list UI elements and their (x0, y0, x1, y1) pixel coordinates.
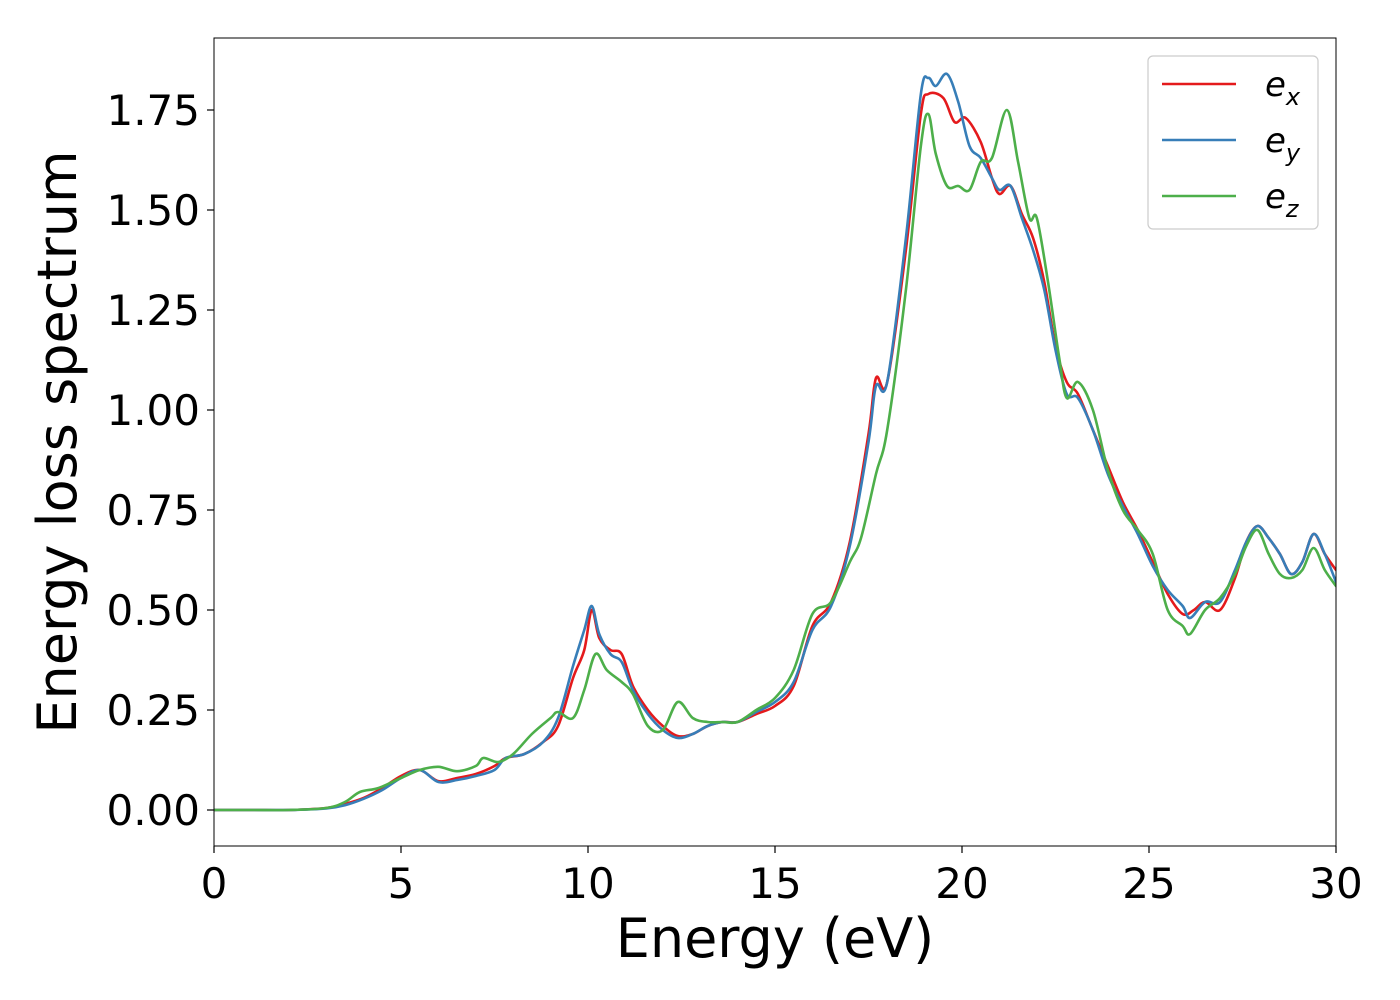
x-tick-label: 10 (561, 859, 614, 908)
legend-label-y: ey (1265, 121, 1301, 167)
x-tick-label: 30 (1309, 859, 1362, 908)
y-tick-label: 1.00 (106, 386, 200, 435)
y-axis-label: Energy loss spectrum (26, 150, 89, 733)
x-tick-label: 15 (748, 859, 801, 908)
x-axis-label: Energy (eV) (616, 907, 935, 970)
series-line-z (214, 108, 1336, 812)
y-tick-label: 1.75 (106, 86, 200, 135)
y-tick-label: 1.25 (106, 286, 200, 335)
legend-box (1147, 55, 1319, 230)
x-tick-label: 20 (935, 859, 988, 908)
y-tick-label: 0.00 (106, 786, 200, 835)
series-layer (214, 72, 1336, 812)
x-axis-ticks: 0 5 10 15 20 25 30 (201, 846, 1363, 908)
y-axis-ticks: 0.00 0.25 0.50 0.75 1.00 1.25 1.50 1.75 (106, 86, 214, 835)
legend-label-z: ez (1265, 177, 1300, 223)
y-tick-label: 0.25 (106, 686, 200, 735)
y-tick-label: 0.75 (106, 486, 200, 535)
x-tick-label: 25 (1122, 859, 1175, 908)
y-tick-label: 0.50 (106, 586, 200, 635)
x-tick-label: 0 (201, 859, 228, 908)
y-tick-label: 1.50 (106, 186, 200, 235)
x-tick-label: 5 (388, 859, 415, 908)
legend-label-x: ex (1265, 65, 1301, 111)
legend: ex ey ez (1147, 55, 1319, 230)
